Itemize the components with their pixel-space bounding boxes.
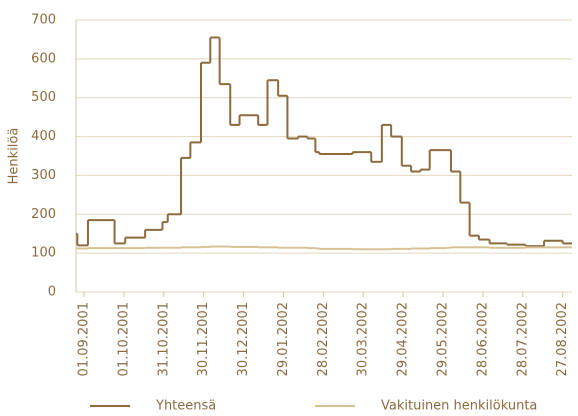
y-tick-label: 700: [31, 13, 56, 28]
x-tick-label: 31.10.2001: [156, 302, 171, 376]
x-tick-label: 28.02.2002: [316, 302, 331, 376]
legend-label: Yhteensä: [155, 399, 216, 414]
y-tick-label: 0: [48, 285, 56, 300]
x-tick-label: 30.12.2001: [236, 302, 251, 376]
x-tick-label: 01.09.2001: [76, 302, 91, 376]
x-tick-label: 29.04.2002: [396, 302, 411, 376]
x-tick-label: 01.10.2001: [116, 302, 131, 376]
y-tick-label: 500: [31, 90, 56, 105]
x-tick-label: 27.08.2002: [555, 302, 570, 376]
y-tick-label: 200: [31, 207, 56, 222]
y-tick-label: 400: [31, 129, 56, 144]
y-tick-label: 100: [31, 246, 56, 261]
x-tick-label: 29.05.2002: [436, 302, 451, 376]
x-tick-label: 28.06.2002: [475, 302, 490, 376]
x-tick-label: 30.03.2002: [356, 302, 371, 376]
x-tick-label: 29.01.2002: [276, 302, 291, 376]
legend-label: Vakituinen henkilökunta: [381, 399, 537, 414]
y-tick-label: 600: [31, 51, 56, 66]
x-tick-label: 30.11.2001: [196, 302, 211, 376]
x-tick-label: 28.07.2002: [515, 302, 530, 376]
y-axis-label: Henkilöä: [7, 128, 22, 185]
y-tick-label: 300: [31, 168, 56, 183]
